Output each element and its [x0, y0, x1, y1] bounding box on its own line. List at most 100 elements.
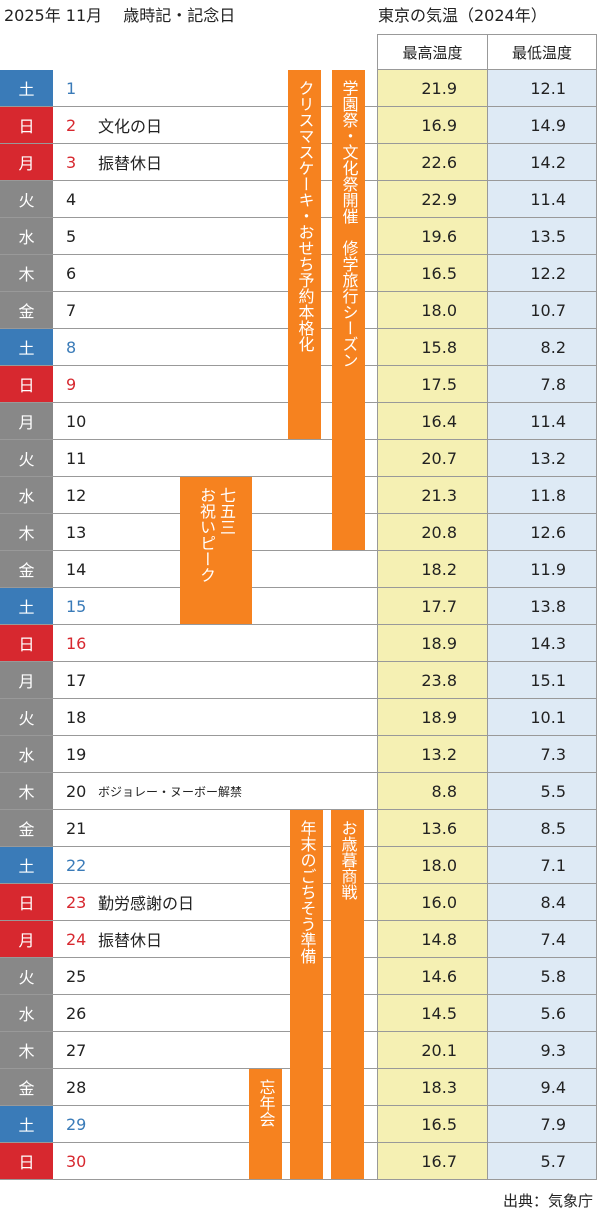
- min-temp-cell: 11.8: [487, 477, 597, 513]
- max-temp-cell: 17.5: [377, 366, 487, 402]
- table-row: 火 11 20.7 13.2: [0, 440, 597, 477]
- max-temp-cell: 13.2: [377, 736, 487, 772]
- weekday-cell: 日: [0, 107, 53, 143]
- table-row: 日 16 18.9 14.3: [0, 625, 597, 662]
- table-row: 土 1 21.9 12.1: [0, 70, 597, 107]
- max-temp-cell: 18.3: [377, 1069, 487, 1105]
- date-cell: 15: [66, 596, 87, 616]
- table-row: 土 22 18.0 7.1: [0, 847, 597, 884]
- date-cell: 18: [66, 707, 87, 727]
- temperature-title: 東京の気温（2024年）: [378, 6, 547, 25]
- max-temp-cell: 18.0: [377, 847, 487, 883]
- min-temp-cell: 14.3: [487, 625, 597, 661]
- date-cell: 8: [66, 337, 77, 357]
- weekday-cell: 土: [0, 588, 53, 624]
- weekday-cell: 火: [0, 958, 53, 994]
- weekday-cell: 土: [0, 847, 53, 883]
- weekday-cell: 金: [0, 1069, 53, 1105]
- weekday-cell: 火: [0, 440, 53, 476]
- max-temp-cell: 14.6: [377, 958, 487, 994]
- col-header-max: 最高温度: [377, 34, 487, 70]
- max-temp-cell: 18.2: [377, 551, 487, 587]
- date-cell: 6: [66, 263, 77, 283]
- min-temp-cell: 5.7: [487, 1143, 597, 1179]
- min-temp-cell: 9.4: [487, 1069, 597, 1105]
- weekday-cell: 水: [0, 477, 53, 513]
- table-row: 月 17 23.8 15.1: [0, 662, 597, 699]
- min-temp-cell: 9.3: [487, 1032, 597, 1068]
- weekday-cell: 土: [0, 1106, 53, 1142]
- weekday-cell: 日: [0, 1143, 53, 1179]
- weekday-cell: 月: [0, 144, 53, 180]
- max-temp-cell: 18.9: [377, 625, 487, 661]
- max-temp-cell: 8.8: [377, 773, 487, 809]
- max-temp-cell: 15.8: [377, 329, 487, 365]
- event-note: 勤労感謝の日: [98, 894, 195, 913]
- max-temp-cell: 19.6: [377, 218, 487, 254]
- min-temp-cell: 12.6: [487, 514, 597, 550]
- event-bar-label: 年末のごちそう準備: [297, 820, 317, 964]
- weekday-cell: 日: [0, 625, 53, 661]
- date-cell: 14: [66, 559, 87, 579]
- weekday-cell: 金: [0, 810, 53, 846]
- min-temp-cell: 10.7: [487, 292, 597, 328]
- weekday-cell: 金: [0, 292, 53, 328]
- col-header-min: 最低温度: [487, 34, 597, 70]
- table-row: 水 5 19.6 13.5: [0, 218, 597, 255]
- table-row: 日 9 17.5 7.8: [0, 366, 597, 403]
- weekday-cell: 金: [0, 551, 53, 587]
- table-row: 水 19 13.2 7.3: [0, 736, 597, 773]
- min-temp-cell: 13.8: [487, 588, 597, 624]
- max-temp-cell: 16.9: [377, 107, 487, 143]
- min-temp-cell: 7.4: [487, 921, 597, 957]
- event-note: 振替休日: [98, 931, 163, 950]
- date-cell: 27: [66, 1040, 87, 1060]
- date-cell: 19: [66, 744, 87, 764]
- table-row: 月 3 振替休日 22.6 14.2: [0, 144, 597, 181]
- source-note: 出典：気象庁: [502, 1192, 593, 1210]
- max-temp-cell: 18.0: [377, 292, 487, 328]
- weekday-cell: 日: [0, 366, 53, 402]
- min-temp-cell: 12.1: [487, 70, 597, 106]
- event-note: 振替休日: [98, 154, 163, 173]
- event-note: 文化の日: [98, 117, 163, 136]
- weekday-cell: 日: [0, 884, 53, 920]
- table-row: 金 14 18.2 11.9: [0, 551, 597, 588]
- weekday-cell: 水: [0, 736, 53, 772]
- date-cell: 17: [66, 670, 87, 690]
- max-temp-cell: 20.1: [377, 1032, 487, 1068]
- max-temp-cell: 23.8: [377, 662, 487, 698]
- max-temp-cell: 16.5: [377, 255, 487, 291]
- date-cell: 28: [66, 1077, 87, 1097]
- date-cell: 9: [66, 374, 77, 394]
- max-temp-cell: 16.5: [377, 1106, 487, 1142]
- date-cell: 26: [66, 1003, 87, 1023]
- min-temp-cell: 13.5: [487, 218, 597, 254]
- weekday-cell: 木: [0, 514, 53, 550]
- min-temp-cell: 14.9: [487, 107, 597, 143]
- min-temp-cell: 11.4: [487, 181, 597, 217]
- date-cell: 20: [66, 781, 87, 801]
- max-temp-cell: 20.8: [377, 514, 487, 550]
- date-cell: 30: [66, 1151, 87, 1171]
- date-cell: 7: [66, 300, 77, 320]
- event-bar-yearend: 年末のごちそう準備: [290, 810, 323, 1179]
- min-temp-cell: 7.1: [487, 847, 597, 883]
- date-cell: 5: [66, 226, 77, 246]
- min-temp-cell: 5.8: [487, 958, 597, 994]
- table-row: 金 21 13.6 8.5: [0, 810, 597, 847]
- table-row: 土 15 17.7 13.8: [0, 588, 597, 625]
- min-temp-cell: 13.2: [487, 440, 597, 476]
- date-cell: 24: [66, 929, 87, 949]
- date-cell: 13: [66, 522, 87, 542]
- weekday-cell: 月: [0, 662, 53, 698]
- max-temp-cell: 17.7: [377, 588, 487, 624]
- max-temp-cell: 18.9: [377, 699, 487, 735]
- event-bar-shichigosan: 七五三 お祝いピーク: [180, 477, 252, 624]
- date-cell: 25: [66, 966, 87, 986]
- table-row: 月 24 振替休日 14.8 7.4: [0, 921, 597, 958]
- date-cell: 1: [66, 78, 77, 98]
- max-temp-cell: 13.6: [377, 810, 487, 846]
- max-temp-cell: 20.7: [377, 440, 487, 476]
- event-bar-label: お歳暮商戦: [338, 820, 358, 900]
